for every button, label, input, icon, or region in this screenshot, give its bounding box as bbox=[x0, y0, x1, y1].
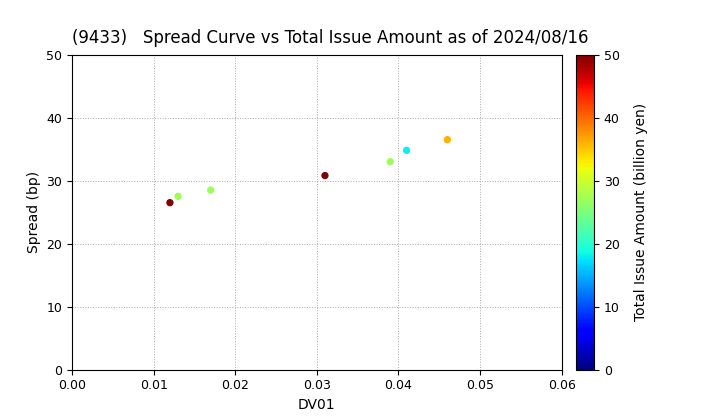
Y-axis label: Total Issue Amount (billion yen): Total Issue Amount (billion yen) bbox=[634, 103, 647, 321]
Point bbox=[205, 186, 217, 193]
Point bbox=[172, 193, 184, 199]
Y-axis label: Spread (bp): Spread (bp) bbox=[27, 171, 41, 253]
Point bbox=[384, 158, 396, 165]
Point bbox=[401, 147, 413, 154]
Point bbox=[164, 199, 176, 206]
Point bbox=[319, 172, 330, 179]
Text: (9433)   Spread Curve vs Total Issue Amount as of 2024/08/16: (9433) Spread Curve vs Total Issue Amoun… bbox=[72, 29, 588, 47]
Point bbox=[441, 136, 453, 143]
X-axis label: DV01: DV01 bbox=[298, 398, 336, 412]
